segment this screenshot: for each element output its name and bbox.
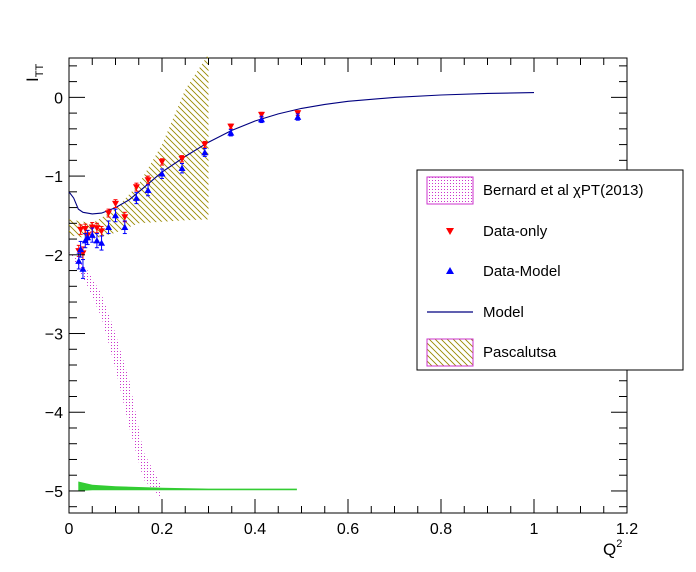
data-model-point [144, 186, 152, 194]
data-model-point [132, 194, 140, 201]
ticks-layer [68, 58, 628, 513]
data-only-point [144, 177, 152, 184]
data-model-point [158, 170, 166, 177]
data-only-point [158, 159, 166, 166]
legend-label: Data-only [483, 223, 548, 240]
data-model-point [75, 257, 83, 264]
legend-label: Model [483, 304, 524, 321]
data-model-point [93, 237, 101, 244]
data-only-point [105, 210, 113, 217]
data-model-point [258, 115, 266, 123]
band-pascalutsa [69, 54, 209, 240]
data-only-point [98, 228, 106, 235]
y-tick-label: −3 [45, 327, 63, 344]
legend-swatch-pascalutsa [426, 338, 474, 367]
band-green [78, 481, 297, 491]
y-tick-label: −1 [45, 169, 63, 186]
data-model-point [227, 129, 235, 136]
x-axis-title: Q2 [603, 538, 622, 559]
y-axis-title: ITT [23, 64, 46, 82]
x-tick-label: 0.2 [151, 521, 173, 538]
legend: Bernard et al χPT(2013) Data-only Data-Mod… [416, 169, 684, 371]
data-model-point [178, 164, 186, 172]
legend-swatch-bernard [426, 176, 474, 205]
band-bernard [69, 250, 162, 499]
data-model-point [98, 239, 106, 246]
legend-label: Pascalutsa [483, 344, 557, 361]
data-only-point [121, 214, 129, 221]
data-model-point [294, 113, 302, 120]
x-tick-label: 1.2 [616, 521, 638, 538]
legend-label: Bernard et al χPT(2013) [483, 182, 643, 199]
data-model-point [201, 148, 209, 156]
data-model-point [84, 233, 92, 241]
x-tick-label: 0.4 [244, 521, 266, 538]
x-tick-label: 0.8 [430, 521, 452, 538]
model-layer [68, 92, 535, 215]
y-tick-label: −4 [45, 405, 63, 422]
data-only-point [227, 123, 235, 130]
data-only-point [132, 184, 140, 191]
data-only-point [93, 225, 101, 232]
data-only-point [77, 226, 85, 234]
bands-layer [69, 54, 297, 499]
points-layer [75, 110, 302, 279]
data-model-point [112, 211, 119, 219]
legend-marker-data-model [446, 267, 454, 274]
data-model-point [77, 245, 85, 253]
data-only-point [258, 111, 266, 119]
data-only-point [81, 226, 89, 233]
data-model-point [79, 265, 87, 272]
data-model-point [88, 231, 96, 238]
x-tick-label: 1 [530, 521, 539, 538]
y-tick-label: −5 [45, 484, 63, 501]
y-tick-label: −2 [45, 248, 63, 265]
x-tick-label: 0 [65, 521, 74, 538]
legend-marker-data-only [446, 228, 454, 235]
y-tick-label: 0 [54, 90, 63, 107]
model-line [68, 92, 535, 215]
data-only-point [201, 141, 209, 149]
data-model-point [121, 223, 129, 231]
x-tick-label: 0.6 [337, 521, 359, 538]
data-only-point [178, 155, 186, 163]
tick-labels-layer: 0 0.2 0.4 0.6 0.8 1 1.2 0 −1 −2 −3 −4 −5 [45, 90, 638, 538]
legend-label: Data-Model [483, 263, 561, 280]
data-model-point [105, 223, 113, 231]
data-only-point [112, 200, 119, 208]
